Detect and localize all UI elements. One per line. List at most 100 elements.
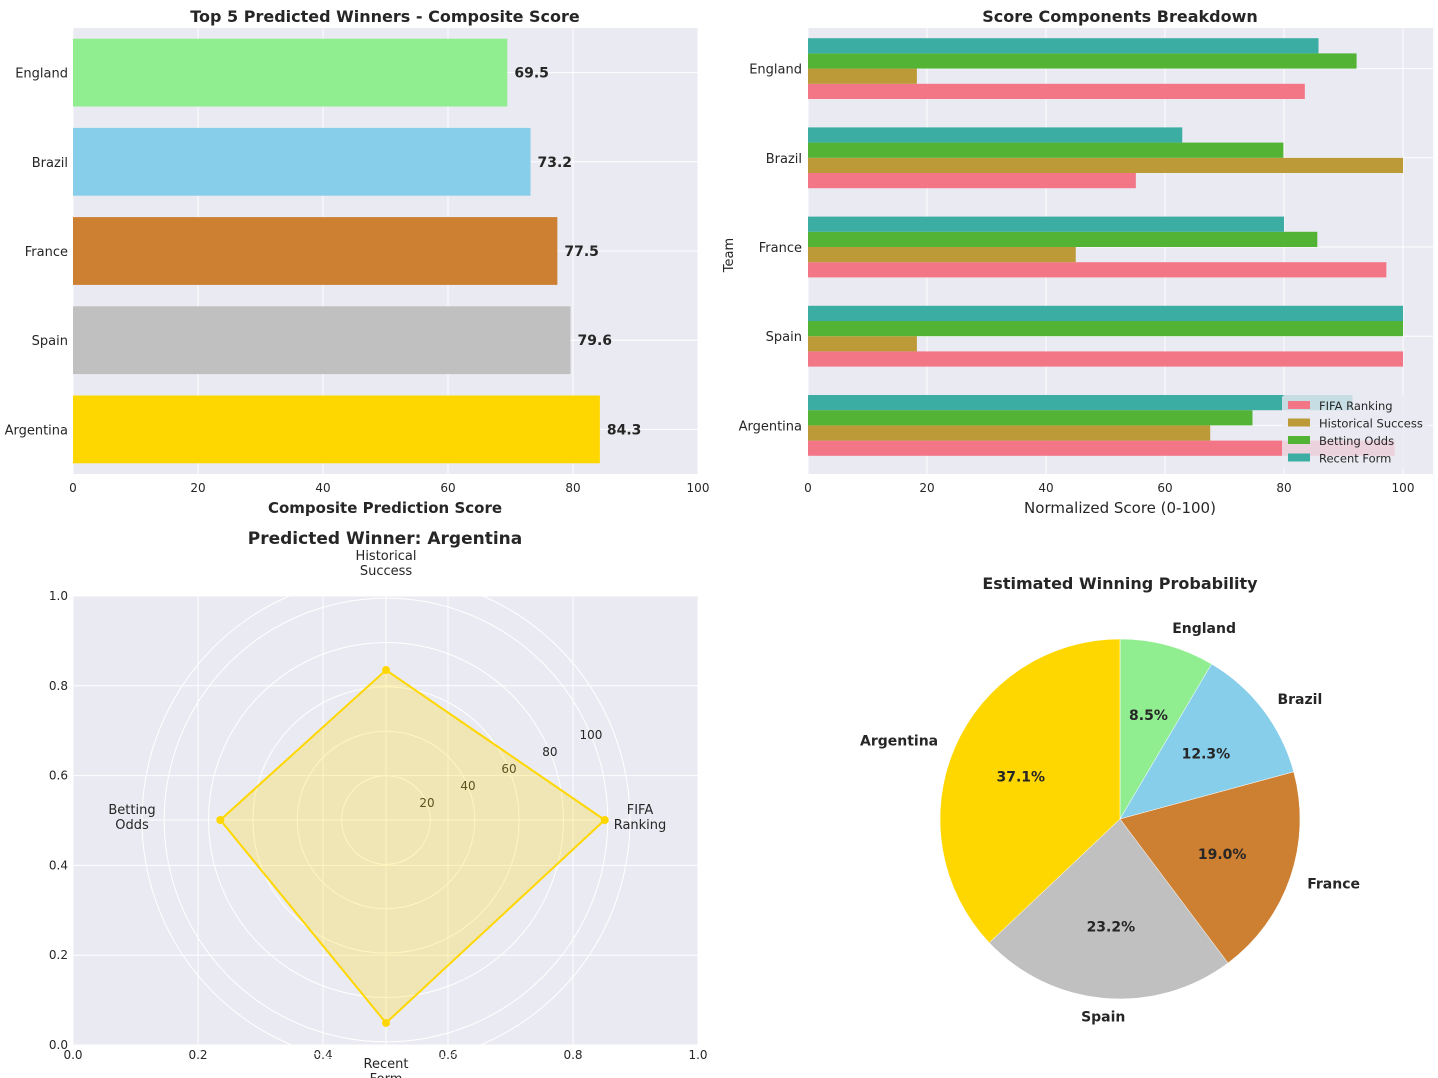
radar-bg-y-tick-label: 1.0 <box>49 589 68 603</box>
components-x-tick-label: 20 <box>919 481 934 495</box>
components-bar-spain <box>808 321 1403 337</box>
components-y-tick-label: Brazil <box>766 152 802 167</box>
composite-x-tick-label: 20 <box>190 481 205 495</box>
components-bar-brazil <box>808 157 1403 173</box>
radar-axis-label-line: Recent <box>364 1057 409 1072</box>
pie-percent-label: 37.1% <box>997 769 1046 785</box>
components-chart: Score Components Breakdown Argentina Spai… <box>722 7 1433 517</box>
radar-axis-label-line: Form <box>370 1072 403 1078</box>
components-bar-spain <box>808 336 917 352</box>
pie-slice-spain <box>988 818 1229 1000</box>
components-bar-spain <box>808 305 1403 321</box>
composite-y-tick-label: England <box>15 67 68 82</box>
composite-x-tick-label: 40 <box>315 481 330 495</box>
radar-bg-y-tick-label: 0.6 <box>49 769 68 783</box>
composite-score-chart: Top 5 Predicted Winners - Composite Scor… <box>5 7 710 517</box>
components-bar-england <box>808 68 917 84</box>
components-bar-argentina <box>808 395 1353 411</box>
composite-x-axis-label: Composite Prediction Score <box>268 499 502 517</box>
components-bar-france <box>808 262 1387 278</box>
radar-bg-x-tick-label: 0.2 <box>188 1048 207 1062</box>
components-bar-france <box>808 216 1284 232</box>
probability-pie-chart: Estimated Winning Probability 8.5% Englan… <box>860 574 1360 1025</box>
composite-x-tick-label: 0 <box>69 481 77 495</box>
radar-radial-tick-label: 40 <box>460 779 475 793</box>
composite-chart-title: Top 5 Predicted Winners - Composite Scor… <box>190 7 580 26</box>
legend-swatch <box>1288 401 1310 409</box>
components-y-tick-label: Spain <box>766 330 802 345</box>
components-chart-title: Score Components Breakdown <box>982 7 1258 26</box>
radar-axis-label-line: Ranking <box>614 818 667 833</box>
radar-bg-x-tick-label: 1.0 <box>688 1048 707 1062</box>
composite-value-label: 77.5 <box>564 244 599 260</box>
components-x-tick-label: 80 <box>1276 481 1291 495</box>
composite-bar-argentina <box>73 395 600 464</box>
components-y-tick-label: England <box>749 63 802 78</box>
pie-slice-label: England <box>1172 621 1236 637</box>
radar-point <box>382 666 390 675</box>
radar-bg-x-tick-label: 0.8 <box>563 1048 582 1062</box>
legend-entry-label: Historical Success <box>1319 417 1423 431</box>
composite-y-tick-label: France <box>25 245 68 260</box>
legend-entry-label: Betting Odds <box>1319 434 1394 448</box>
components-x-tick-label: 40 <box>1038 481 1053 495</box>
radar-radial-tick-label: 80 <box>542 745 557 759</box>
pie-slice-label: Spain <box>1081 1009 1125 1025</box>
components-x-axis-label: Normalized Score (0-100) <box>1024 499 1216 517</box>
pie-slice-label: France <box>1307 876 1360 892</box>
legend-swatch <box>1288 453 1310 462</box>
legend-swatch <box>1288 418 1310 427</box>
composite-value-label: 69.5 <box>514 66 549 82</box>
composite-bar-spain <box>73 306 571 375</box>
components-bar-england <box>808 38 1319 54</box>
radar-bg-x-tick-label: 0.0 <box>63 1048 82 1062</box>
components-y-axis-label: Team <box>722 238 737 273</box>
radar-bg-y-tick-label: 0.0 <box>49 1038 68 1052</box>
pie-percent-label: 23.2% <box>1087 920 1136 936</box>
radar-axis-label: FIFA Ranking <box>614 803 667 833</box>
composite-x-tick-label: 100 <box>687 481 710 495</box>
components-bar-spain <box>808 351 1403 367</box>
composite-y-tick-label: Brazil <box>32 156 68 171</box>
radar-point <box>216 816 225 824</box>
pie-slice-england <box>1119 638 1212 820</box>
pie-slice-argentina <box>939 638 1121 944</box>
composite-bar-france <box>73 217 558 285</box>
radar-radial-tick-label: 100 <box>579 728 602 742</box>
pie-percent-label: 8.5% <box>1129 708 1168 724</box>
components-bar-england <box>808 83 1305 99</box>
pie-slice-label: Argentina <box>860 734 938 750</box>
radar-chart-title: Predicted Winner: Argentina <box>248 530 522 549</box>
radar-bg-y-tick-label: 0.8 <box>49 679 68 693</box>
radar-radial-tick-label: 60 <box>501 762 516 776</box>
radar-axis-label: Betting Odds <box>108 803 155 833</box>
pie-chart-title: Estimated Winning Probability <box>982 574 1258 593</box>
pie-slice-france <box>1119 771 1301 964</box>
composite-x-tick-label: 60 <box>440 481 455 495</box>
radar-bg-y-tick-label: 0.2 <box>49 948 68 962</box>
radar-radial-tick-label: 20 <box>419 796 434 810</box>
radar-chart: Predicted Winner: Argentina 0.0 0.2 0.4 0.6… <box>49 530 708 1078</box>
radar-bg-x-tick-label: 0.6 <box>438 1048 457 1062</box>
components-bar-argentina <box>808 410 1253 426</box>
legend-entry-label: Recent Form <box>1319 452 1391 466</box>
pie-percent-label: 19.0% <box>1198 847 1247 863</box>
radar-axis-label-line: Betting <box>108 803 155 818</box>
legend-swatch <box>1288 436 1310 444</box>
components-x-tick-label: 60 <box>1157 481 1172 495</box>
components-x-tick-label: 0 <box>804 481 812 495</box>
pie-percent-label: 12.3% <box>1182 747 1231 763</box>
radar-point <box>600 816 609 824</box>
radar-bg-x-tick-label: 0.4 <box>313 1048 332 1062</box>
composite-x-tick-label: 80 <box>565 481 580 495</box>
components-bar-england <box>808 53 1357 69</box>
radar-axis-label: Historical Success <box>356 549 417 579</box>
radar-axis-label-line: FIFA <box>627 803 654 818</box>
radar-bg-y-tick-label: 0.4 <box>49 858 68 872</box>
pie-slice-brazil <box>1119 663 1295 820</box>
components-x-tick-label: 100 <box>1392 481 1415 495</box>
components-legend: FIFA Ranking Historical Success Betting Od… <box>1282 395 1428 469</box>
composite-value-label: 79.6 <box>578 333 613 349</box>
radar-point <box>382 1018 390 1027</box>
